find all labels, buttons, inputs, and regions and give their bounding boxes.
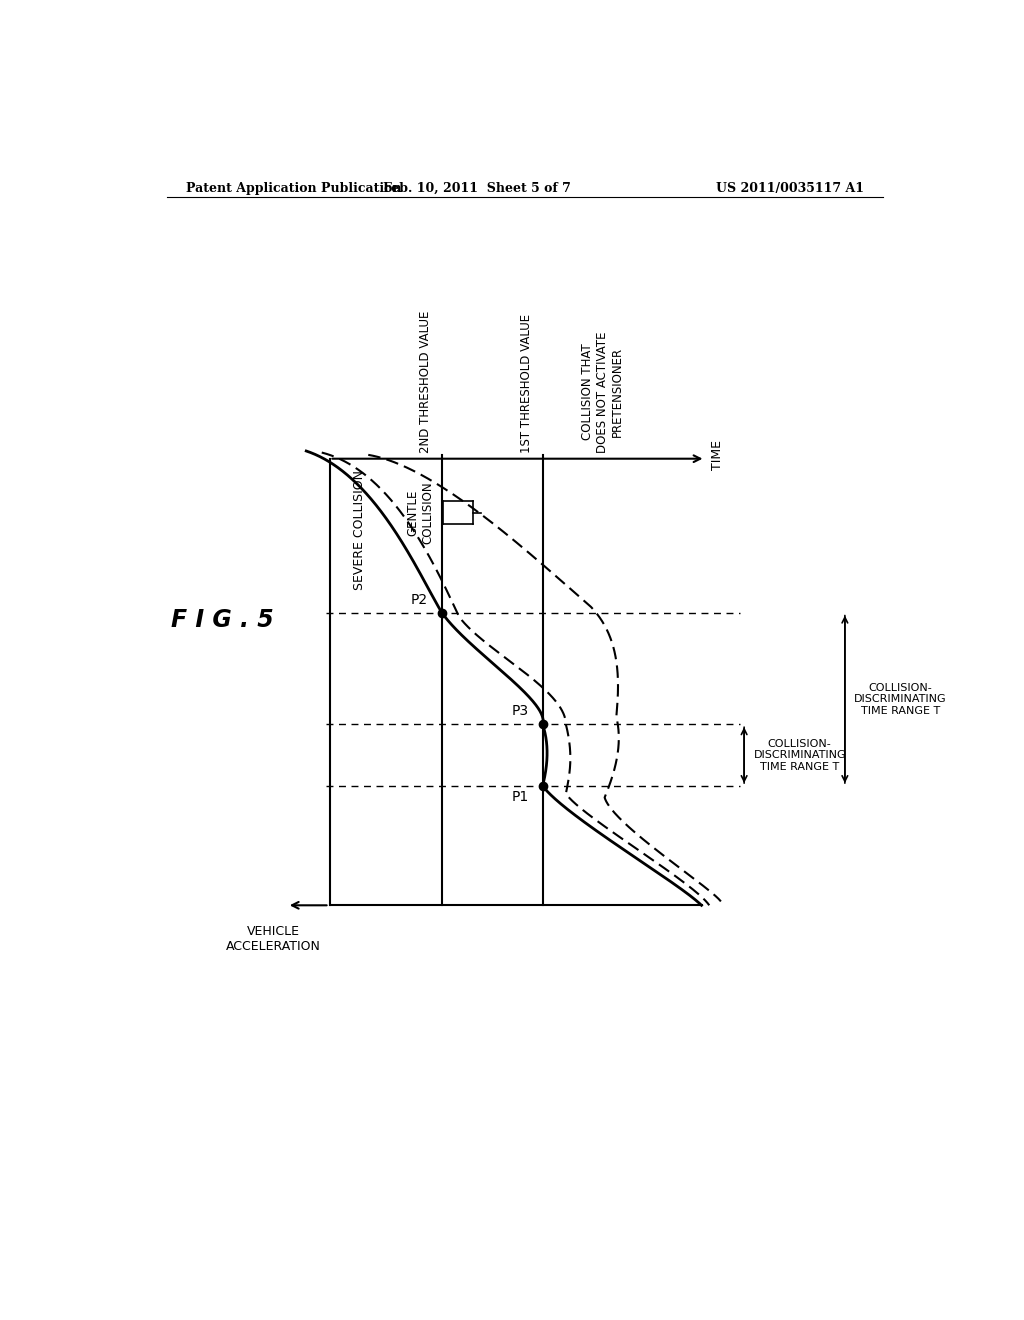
Text: 2ND THRESHOLD VALUE: 2ND THRESHOLD VALUE	[419, 310, 432, 453]
Text: 1ST THRESHOLD VALUE: 1ST THRESHOLD VALUE	[519, 313, 532, 453]
Text: P1: P1	[511, 789, 528, 804]
Text: F I G . 5: F I G . 5	[171, 609, 273, 632]
Text: GENTLE
COLLISION: GENTLE COLLISION	[407, 482, 434, 544]
Text: VEHICLE
ACCELERATION: VEHICLE ACCELERATION	[226, 924, 322, 953]
Text: Patent Application Publication: Patent Application Publication	[186, 182, 401, 194]
Text: SEVERE COLLISION: SEVERE COLLISION	[352, 470, 366, 590]
Text: P2: P2	[411, 593, 428, 607]
Text: US 2011/0035117 A1: US 2011/0035117 A1	[716, 182, 864, 194]
Text: P3: P3	[512, 704, 528, 718]
Text: COLLISION-
DISCRIMINATING
TIME RANGE T: COLLISION- DISCRIMINATING TIME RANGE T	[854, 682, 947, 715]
Text: COLLISION THAT
DOES NOT ACTIVATE
PRETENSIONER: COLLISION THAT DOES NOT ACTIVATE PRETENS…	[582, 331, 625, 453]
Text: COLLISION-
DISCRIMINATING
TIME RANGE T: COLLISION- DISCRIMINATING TIME RANGE T	[754, 739, 846, 772]
Text: TIME: TIME	[711, 440, 724, 470]
Text: Feb. 10, 2011  Sheet 5 of 7: Feb. 10, 2011 Sheet 5 of 7	[383, 182, 570, 194]
